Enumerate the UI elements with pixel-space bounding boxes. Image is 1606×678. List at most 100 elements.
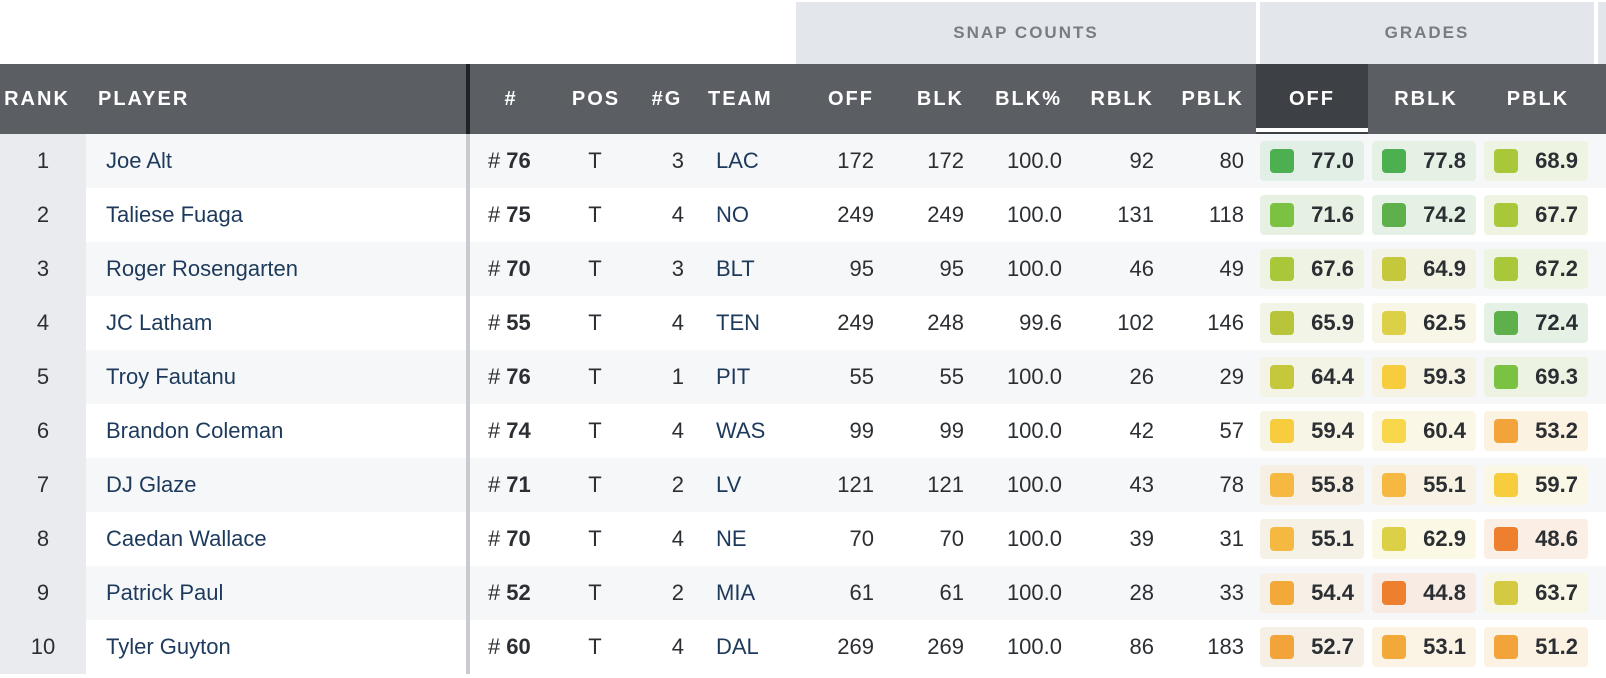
jersey-number: 75	[506, 202, 531, 227]
table-row[interactable]: 10 Tyler Guyton # 60 T 4 DAL 269 269 100…	[0, 620, 1606, 674]
off-snaps-cell: 249	[837, 310, 874, 335]
col-pblk[interactable]: PBLK	[1181, 87, 1244, 110]
team-link[interactable]: TEN	[716, 310, 760, 335]
table-row[interactable]: 6 Brandon Coleman # 74 T 4 WAS 99 99 100…	[0, 404, 1606, 458]
col-games[interactable]: #G	[651, 87, 683, 110]
col-grade-pblk[interactable]: PBLK	[1506, 87, 1570, 110]
rank-cell: 5	[0, 350, 86, 404]
grade-color-square	[1382, 581, 1406, 605]
col-rblk[interactable]: RBLK	[1090, 87, 1154, 110]
blk-pct-cell: 99.6	[1019, 310, 1062, 335]
grade-color-square	[1270, 581, 1294, 605]
grade-value: 51.2	[1535, 634, 1578, 659]
grade-value: 60.4	[1423, 418, 1466, 443]
player-link[interactable]: Patrick Paul	[106, 580, 224, 605]
grade-off-badge: 64.4	[1260, 357, 1364, 397]
position-cell: T	[588, 148, 602, 173]
team-link[interactable]: BLT	[716, 256, 755, 281]
grade-color-square	[1382, 149, 1406, 173]
player-link[interactable]: Caedan Wallace	[106, 526, 267, 551]
player-link[interactable]: Roger Rosengarten	[106, 256, 299, 281]
player-link[interactable]: Tyler Guyton	[106, 634, 231, 659]
number-prefix: #	[488, 256, 501, 281]
games-cell: 2	[671, 472, 684, 497]
grade-color-square	[1494, 311, 1518, 335]
column-header-row: RANK PLAYER # POS #G TEAM OFF BLK BLK% R…	[0, 64, 1606, 134]
grade-pblk-badge: 69.3	[1484, 357, 1588, 397]
table-row[interactable]: 9 Patrick Paul # 52 T 2 MIA 61 61 100.0 …	[0, 566, 1606, 620]
jersey-number: 76	[506, 364, 531, 389]
player-link[interactable]: Brandon Coleman	[106, 418, 284, 443]
player-link[interactable]: JC Latham	[106, 310, 213, 335]
col-off[interactable]: OFF	[828, 87, 874, 110]
table-row[interactable]: 8 Caedan Wallace # 70 T 4 NE 70 70 100.0…	[0, 512, 1606, 566]
col-grade-rblk[interactable]: RBLK	[1394, 87, 1458, 110]
grade-value: 67.6	[1311, 256, 1354, 281]
grade-off-badge: 77.0	[1260, 141, 1364, 181]
col-blk[interactable]: BLK	[916, 87, 964, 110]
rank-cell: 1	[0, 134, 86, 188]
number-prefix: #	[488, 418, 501, 443]
col-player[interactable]: PLAYER	[98, 87, 190, 110]
jersey-number: 76	[506, 148, 531, 173]
grade-value: 77.0	[1311, 148, 1354, 173]
player-link[interactable]: Taliese Fuaga	[106, 202, 243, 227]
team-link[interactable]: MIA	[716, 580, 756, 605]
team-link[interactable]: PIT	[716, 364, 751, 389]
col-blk-pct[interactable]: BLK%	[995, 87, 1062, 110]
grade-rblk-badge: 60.4	[1372, 411, 1476, 451]
rblk-snaps-cell: 39	[1129, 526, 1154, 551]
games-cell: 4	[671, 634, 684, 659]
grade-off-badge: 55.1	[1260, 519, 1364, 559]
frozen-column-divider	[466, 134, 470, 188]
col-team[interactable]: TEAM	[708, 87, 773, 110]
player-link[interactable]: Troy Fautanu	[106, 364, 237, 389]
blk-snaps-cell: 249	[927, 202, 964, 227]
table-row[interactable]: 4 JC Latham # 55 T 4 TEN 249 248 99.6 10…	[0, 296, 1606, 350]
player-link[interactable]: DJ Glaze	[106, 472, 197, 497]
col-number[interactable]: #	[504, 87, 518, 110]
blk-snaps-cell: 269	[927, 634, 964, 659]
group-edge	[1598, 2, 1606, 64]
number-prefix: #	[488, 526, 501, 551]
pblk-snaps-cell: 29	[1219, 364, 1244, 389]
number-prefix: #	[488, 310, 501, 335]
grade-value: 59.7	[1535, 472, 1578, 497]
grade-value: 48.6	[1535, 526, 1578, 551]
games-cell: 3	[671, 256, 684, 281]
table-row[interactable]: 5 Troy Fautanu # 76 T 1 PIT 55 55 100.0 …	[0, 350, 1606, 404]
table-row[interactable]: 7 DJ Glaze # 71 T 2 LV 121 121 100.0 43 …	[0, 458, 1606, 512]
number-prefix: #	[488, 202, 501, 227]
table-row[interactable]: 2 Taliese Fuaga # 75 T 4 NO 249 249 100.…	[0, 188, 1606, 242]
frozen-column-divider	[466, 350, 470, 404]
team-link[interactable]: LV	[716, 472, 742, 497]
jersey-number-cell: # 70	[488, 242, 544, 296]
jersey-number: 52	[506, 580, 531, 605]
position-cell: T	[588, 364, 602, 389]
team-link[interactable]: NE	[716, 526, 747, 551]
blk-pct-cell: 100.0	[1006, 364, 1062, 389]
col-pos[interactable]: POS	[571, 87, 621, 110]
grade-color-square	[1270, 311, 1294, 335]
player-link[interactable]: Joe Alt	[106, 148, 173, 173]
team-link[interactable]: WAS	[716, 418, 766, 443]
grade-rblk-badge: 62.5	[1372, 303, 1476, 343]
col-grade-off[interactable]: OFF	[1256, 64, 1368, 134]
team-link[interactable]: DAL	[716, 634, 759, 659]
table-row[interactable]: 1 Joe Alt # 76 T 3 LAC 172 172 100.0 92 …	[0, 134, 1606, 188]
blk-pct-cell: 100.0	[1006, 634, 1062, 659]
games-cell: 2	[671, 580, 684, 605]
grade-color-square	[1270, 149, 1294, 173]
blk-pct-cell: 100.0	[1006, 202, 1062, 227]
frozen-column-divider	[466, 620, 470, 674]
frozen-column-divider	[466, 242, 470, 296]
team-link[interactable]: LAC	[716, 148, 759, 173]
pblk-snaps-cell: 146	[1207, 310, 1244, 335]
grade-off-badge: 71.6	[1260, 195, 1364, 235]
pblk-snaps-cell: 49	[1219, 256, 1244, 281]
grade-pblk-badge: 67.2	[1484, 249, 1588, 289]
team-link[interactable]: NO	[716, 202, 749, 227]
table-row[interactable]: 3 Roger Rosengarten # 70 T 3 BLT 95 95 1…	[0, 242, 1606, 296]
grade-color-square	[1494, 473, 1518, 497]
col-rank[interactable]: RANK	[4, 87, 70, 110]
